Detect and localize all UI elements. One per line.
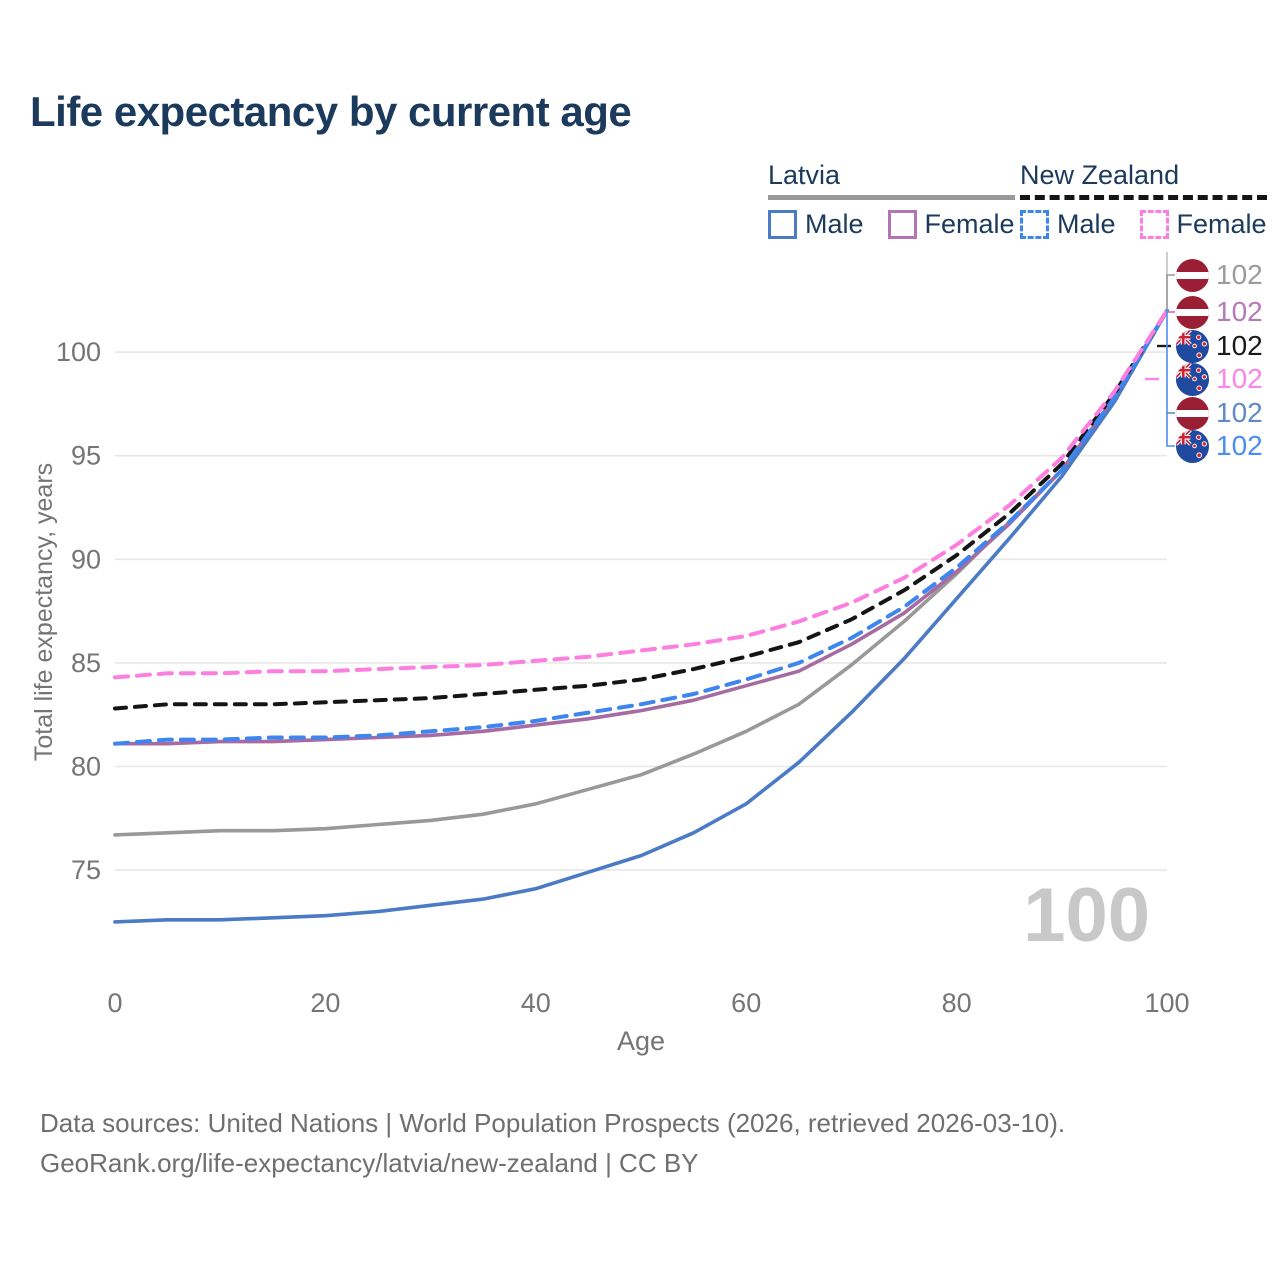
x-axis-title: Age: [617, 1026, 665, 1056]
attribution-url-text: GeoRank.org/life-expectancy/latvia/new-z…: [40, 1148, 699, 1178]
legend-nz-male-label: Male: [1057, 209, 1116, 239]
series-latvia-female-line[interactable]: [113, 308, 1169, 746]
end-value-latvia-female: 102: [1216, 296, 1263, 327]
end-label-nz-total: 102: [1176, 329, 1263, 363]
end-value-nz-female: 102: [1216, 363, 1263, 394]
legend-nz-underline: [1020, 195, 1267, 200]
end-label-nz-female: 102: [1176, 362, 1263, 396]
end-label-latvia-total: 102: [1176, 258, 1263, 292]
legend-item-latvia-female[interactable]: Female: [887, 209, 1015, 240]
legend-latvia-female-label: Female: [924, 209, 1015, 239]
legend-group-latvia: Latvia Male Female: [768, 160, 1015, 240]
new-zealand-flag-icon: [1176, 362, 1209, 396]
latvia-flag-icon: [1176, 396, 1209, 430]
series-nz-female-line[interactable]: [113, 308, 1169, 680]
y-tick-label-95: 95: [71, 441, 101, 471]
x-tick-label-60: 60: [731, 988, 761, 1018]
legend-group-new-zealand: New Zealand Male Female: [1020, 160, 1267, 240]
new-zealand-flag-icon: [1176, 329, 1209, 363]
y-axis-title: Total life expectancy, years: [30, 463, 58, 761]
x-tick-label-0: 0: [107, 988, 122, 1018]
y-tick-label-100: 100: [56, 337, 101, 367]
end-label-latvia-male: 102: [1176, 396, 1263, 430]
end-value-latvia-total: 102: [1216, 259, 1263, 290]
end-value-nz-male: 102: [1216, 430, 1263, 461]
crosshair-age-value: 100: [1023, 873, 1150, 958]
page-title: Life expectancy by current age: [30, 88, 632, 135]
end-value-nz-total: 102: [1216, 330, 1263, 361]
y-tick-label-85: 85: [71, 648, 101, 678]
series-nz-male-line[interactable]: [113, 308, 1169, 746]
end-value-latvia-male: 102: [1216, 397, 1263, 428]
nz-male-swatch-icon: [1020, 210, 1049, 239]
series-latvia-total-line[interactable]: [113, 308, 1169, 837]
latvia-male-swatch-icon: [768, 210, 797, 239]
x-tick-label-80: 80: [942, 988, 972, 1018]
legend-nz-label: New Zealand: [1020, 160, 1180, 190]
legend-nz-female-label: Female: [1176, 209, 1267, 239]
x-tick-label-40: 40: [521, 988, 551, 1018]
latvia-flag-icon: [1176, 295, 1209, 329]
end-label-latvia-female: 102: [1176, 295, 1263, 329]
latvia-flag-icon: [1176, 258, 1209, 292]
legend-latvia-label: Latvia: [768, 160, 841, 190]
legend-item-nz-male[interactable]: Male: [1020, 209, 1116, 240]
data-source-text: Data sources: United Nations | World Pop…: [40, 1108, 1066, 1138]
y-tick-label-75: 75: [71, 855, 101, 885]
new-zealand-flag-icon: [1176, 429, 1209, 463]
latvia-female-swatch-icon: [887, 210, 917, 239]
end-label-nz-male: 102: [1176, 429, 1263, 463]
series-nz-total-line[interactable]: [113, 308, 1169, 711]
legend-item-nz-female[interactable]: Female: [1139, 209, 1267, 240]
legend-latvia-underline: [768, 195, 1015, 200]
nz-female-swatch-icon: [1139, 210, 1169, 239]
leader-nz-male: [1166, 310, 1175, 447]
legend-item-latvia-male[interactable]: Male: [768, 209, 864, 240]
leader-latvia-total: [1166, 274, 1175, 311]
x-tick-label-100: 100: [1144, 988, 1189, 1018]
x-tick-label-20: 20: [310, 988, 340, 1018]
y-tick-label-80: 80: [71, 752, 101, 782]
series-latvia-male-line[interactable]: [113, 308, 1169, 924]
y-tick-label-90: 90: [71, 544, 101, 574]
legend-latvia-male-label: Male: [805, 209, 864, 239]
